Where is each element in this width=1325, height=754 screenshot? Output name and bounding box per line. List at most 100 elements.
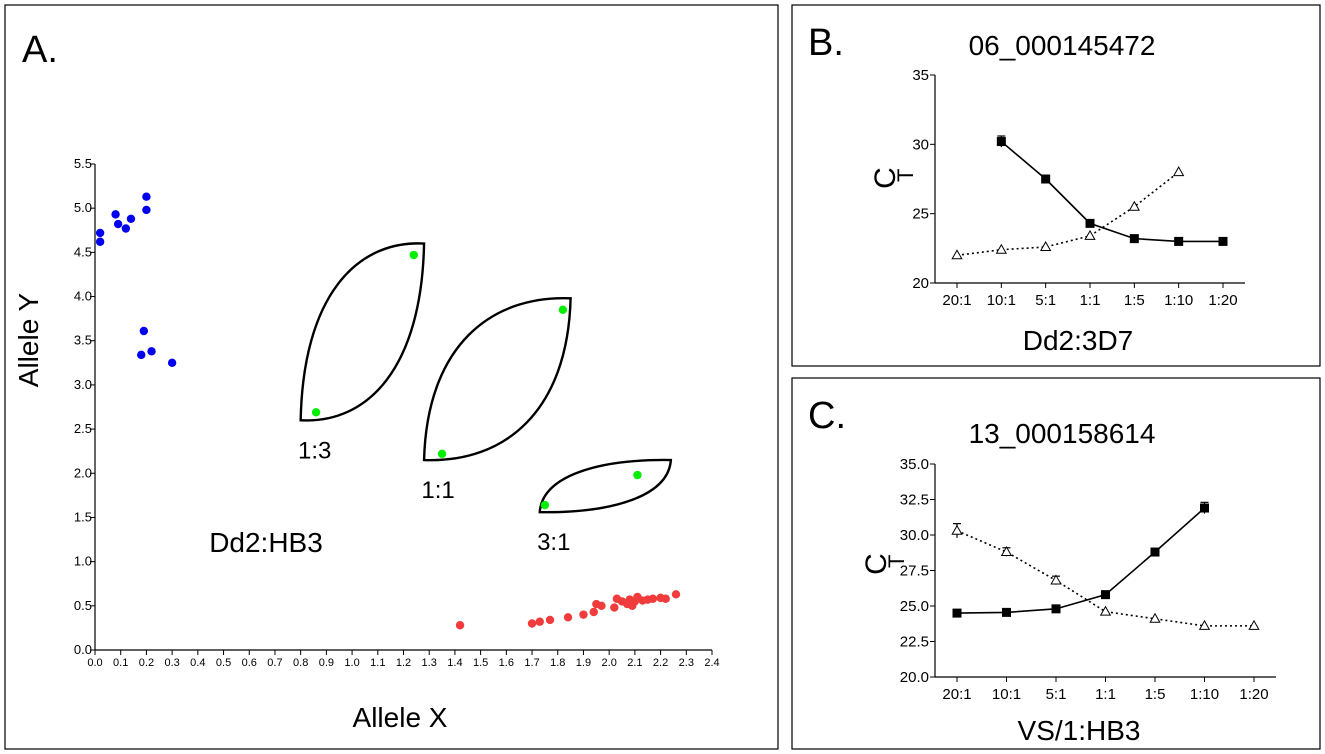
x-tick-label: 0.2 (139, 657, 154, 669)
y-tick-label: 3.0 (74, 377, 92, 392)
x-tick-label: 1.1 (370, 657, 385, 669)
y-tick-label: 5.5 (74, 156, 92, 171)
green-point (409, 250, 418, 260)
red-point (589, 607, 598, 617)
y-tick-label: 5.0 (74, 200, 92, 215)
x-tick-label: 1.2 (396, 657, 411, 669)
square-marker (996, 137, 1006, 147)
panel-b-ylabel: C (869, 167, 902, 189)
square-marker (952, 608, 962, 618)
x-tick-label: 5:1 (1046, 686, 1067, 703)
panel-c-ylabel-sub: T (884, 555, 909, 568)
y-tick-label: 35 (912, 67, 929, 84)
panel-c-ylabel: C (860, 553, 893, 575)
red-point (535, 617, 544, 626)
panel-b-frame (791, 4, 1321, 367)
green-point (633, 470, 642, 480)
green-point (311, 408, 321, 417)
group-outline-2 (538, 458, 673, 514)
y-tick-label: 2.5 (74, 421, 92, 436)
red-point (610, 603, 619, 612)
x-tick-label: 1:1 (1080, 292, 1101, 309)
panel-b-label: B. (808, 22, 844, 64)
square-marker (1218, 236, 1228, 246)
x-tick-label: 1.9 (576, 657, 591, 669)
triangle-marker (1040, 240, 1052, 251)
x-tick-label: 1:10 (1190, 686, 1219, 703)
panel-a-annotation: Dd2:HB3 (209, 527, 323, 558)
x-tick-label: 1:1 (1095, 686, 1116, 703)
x-tick-label: 0.3 (164, 657, 179, 669)
group-outline-1 (422, 297, 572, 462)
group-outline-0 (299, 242, 426, 422)
green-point (558, 305, 568, 314)
panel-c-xlabel: VS/1:HB3 (1018, 715, 1141, 746)
blue-point (126, 214, 136, 223)
square-marker (1051, 604, 1061, 614)
blue-point (111, 210, 120, 219)
square-marker (1041, 174, 1051, 184)
y-tick-label: 22.5 (900, 634, 929, 651)
panel-b: B. 06_000145472 Dd2:3D7 C T 20:1 10:1 5:1 1… (791, 4, 1321, 367)
square-marker (1174, 236, 1184, 246)
blue-point (95, 237, 105, 246)
y-tick-label: 0.0 (74, 642, 92, 657)
blue-point (147, 347, 156, 356)
green-point (437, 449, 447, 459)
red-point (579, 610, 588, 619)
triangle-marker (1128, 200, 1140, 211)
y-tick-label: 32.5 (900, 492, 929, 509)
blue-point (121, 224, 131, 233)
x-tick-label: 1.3 (422, 657, 437, 669)
x-tick-label: 1:5 (1124, 292, 1145, 309)
x-tick-label: 2.0 (602, 657, 617, 669)
x-tick-label: 1.7 (524, 657, 539, 669)
panel-c-title: 13_000158614 (969, 418, 1156, 449)
panel-a-xlabel: Allele X (353, 702, 448, 733)
series-0-line (956, 507, 1206, 614)
blue-point (142, 192, 151, 201)
panel-c-series (951, 501, 1260, 630)
square-marker (1200, 503, 1209, 513)
red-point (527, 619, 537, 628)
x-tick-label: 1:10 (1164, 292, 1193, 309)
panel-a-groups: 1:3 1:1 3:1 (298, 242, 673, 556)
red-point (597, 601, 606, 611)
panel-b-ylabel-sub: T (893, 169, 918, 182)
x-tick-label: 0.7 (267, 657, 282, 669)
y-tick-label: 20 (912, 275, 929, 292)
blue-point (113, 219, 123, 229)
red-point (661, 594, 670, 603)
red-point (648, 594, 658, 603)
x-tick-label: 0.8 (293, 657, 308, 669)
triangle-marker (1050, 574, 1062, 585)
y-tick-label: 1.0 (74, 554, 92, 569)
x-tick-label: 2.1 (627, 657, 642, 669)
x-tick-label: 1.5 (473, 657, 488, 669)
triangle-marker (1173, 166, 1185, 177)
red-point (455, 621, 465, 630)
y-tick-label: 0.5 (74, 598, 92, 613)
triangle-marker (1084, 229, 1096, 240)
panel-c: C. 13_000158614 VS/1:HB3 C T 20:1 10:1 5:1… (791, 377, 1321, 750)
red-point (545, 615, 555, 625)
panel-b-title: 06_000145472 (969, 30, 1156, 61)
triangle-marker (995, 243, 1007, 254)
square-marker (1085, 218, 1095, 228)
square-marker (1002, 607, 1011, 617)
x-tick-label: 10:1 (987, 292, 1016, 309)
x-tick-label: 0.4 (190, 657, 205, 669)
triangle-marker (1198, 619, 1211, 630)
x-tick-label: 1:20 (1208, 292, 1237, 309)
x-tick-label: 1:20 (1239, 686, 1268, 703)
red-point (671, 590, 681, 599)
panel-c-ylabel-group: C T (860, 553, 909, 575)
y-tick-label: 25.0 (900, 598, 929, 615)
panel-a-axes: 0.0 0.1 0.2 0.3 0.4 0.5 0.6 0.7 0.8 0.9 1.0 1.1 1.2 1… (74, 156, 720, 669)
triangle-marker (1248, 619, 1260, 630)
blue-point (142, 205, 151, 215)
group-label: 1:3 (298, 437, 331, 464)
square-marker (1101, 590, 1110, 600)
series-1-line (956, 171, 1180, 257)
